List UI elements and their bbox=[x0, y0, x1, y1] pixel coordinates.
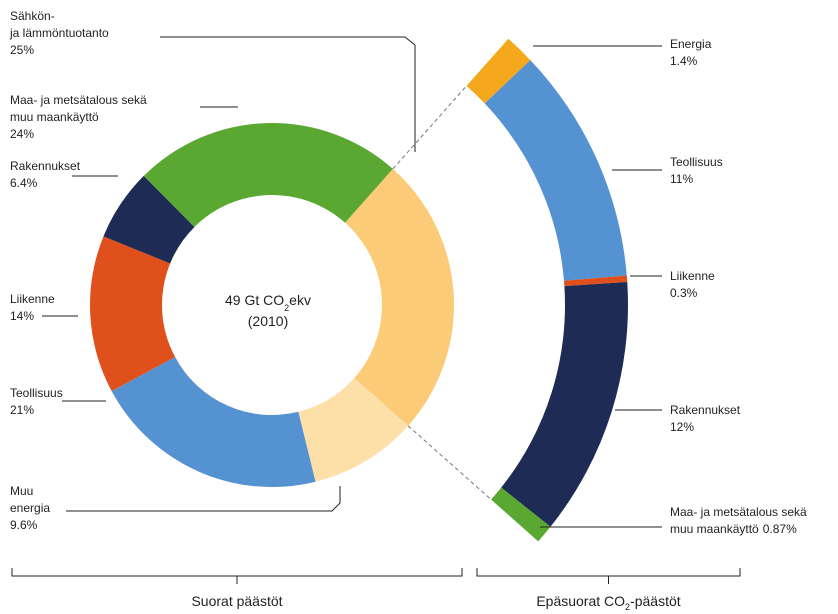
connector bbox=[392, 85, 467, 170]
label-name: energia bbox=[10, 501, 50, 515]
label-value: 0.87% bbox=[763, 522, 797, 536]
bracket-label: Suorat päästöt bbox=[191, 593, 282, 609]
center-label: 49 Gt CO2ekv bbox=[225, 292, 311, 313]
donut-segment bbox=[103, 175, 195, 264]
label-name: Energia bbox=[670, 37, 712, 51]
label-value: 24% bbox=[10, 127, 34, 141]
label-name: muu maankäyttö bbox=[670, 522, 759, 536]
segment-label: Liikenne 14% bbox=[10, 292, 55, 323]
segment-label: Rakennukset 6.4% bbox=[10, 159, 81, 190]
donut-segment bbox=[298, 378, 409, 482]
arc-segment bbox=[484, 60, 627, 281]
label-name: Rakennukset bbox=[10, 159, 81, 173]
segment-label: Maa- ja metsätalous sekä muu maankäyttö 0.… bbox=[670, 505, 807, 536]
segment-label: Teollisuus 11% bbox=[670, 155, 723, 186]
label-value: 0.3% bbox=[670, 286, 698, 300]
label-value: 1.4% bbox=[670, 54, 698, 68]
label-value: 12% bbox=[670, 420, 694, 434]
label-name: ja lämmöntuotanto bbox=[9, 26, 109, 40]
label-name: Maa- ja metsätalous sekä bbox=[670, 505, 807, 519]
label-name: Muu bbox=[10, 484, 33, 498]
label-value: 9.6% bbox=[10, 518, 38, 532]
segment-label: Teollisuus 21% bbox=[10, 386, 63, 417]
bracket-suffix: -päästöt bbox=[630, 593, 681, 609]
segment-label: Energia 1.4% bbox=[670, 37, 712, 68]
arc-segment bbox=[466, 38, 531, 104]
segment-label: Muu energia 9.6% bbox=[10, 484, 50, 532]
donut-segment bbox=[345, 168, 455, 426]
donut-segment bbox=[90, 236, 176, 392]
label-name: Teollisuus bbox=[10, 386, 63, 400]
label-name: Sähkön- bbox=[10, 9, 55, 23]
leader-line bbox=[11, 568, 463, 577]
label-value: 6.4% bbox=[10, 176, 38, 190]
label-name: Liikenne bbox=[670, 269, 715, 283]
donut-segment bbox=[143, 123, 393, 227]
arc-segment bbox=[563, 275, 628, 287]
label-name: muu maankäyttö bbox=[10, 110, 99, 124]
center-year: (2010) bbox=[248, 313, 288, 329]
center-sub: 2 bbox=[284, 303, 289, 313]
center-text: 49 Gt CO bbox=[225, 292, 284, 308]
connector bbox=[407, 425, 492, 500]
segment-label: Liikenne 0.3% bbox=[670, 269, 715, 300]
label-value: 25% bbox=[10, 43, 34, 57]
segment-label: Sähkön-ja lämmöntuotanto 25% bbox=[9, 9, 109, 57]
label-name: Liikenne bbox=[10, 292, 55, 306]
label-value: 11% bbox=[670, 172, 693, 186]
leader-line bbox=[476, 568, 741, 577]
leader-line bbox=[160, 36, 416, 152]
donut-segment bbox=[111, 357, 316, 487]
bracket-sub: 2 bbox=[625, 602, 630, 612]
label-name: Maa- ja metsätalous sekä bbox=[10, 93, 147, 107]
segment-label: Rakennukset 12% bbox=[670, 403, 741, 434]
bracket-text: Epäsuorat CO bbox=[536, 593, 625, 609]
label-value: 21% bbox=[10, 403, 34, 417]
segment-label: Maa- ja metsätalous sekä muu maankäyttö 24… bbox=[10, 93, 147, 141]
arc-segment bbox=[491, 487, 551, 542]
label-name: Teollisuus bbox=[670, 155, 723, 169]
leader-line bbox=[66, 486, 341, 512]
arc-segment bbox=[501, 282, 628, 527]
label-value: 14% bbox=[10, 309, 34, 323]
bracket-label: Epäsuorat CO2-päästöt bbox=[536, 593, 680, 612]
center-suffix: ekv bbox=[289, 292, 311, 308]
bracket-text: Suorat päästöt bbox=[191, 593, 282, 609]
label-name: Rakennukset bbox=[670, 403, 741, 417]
